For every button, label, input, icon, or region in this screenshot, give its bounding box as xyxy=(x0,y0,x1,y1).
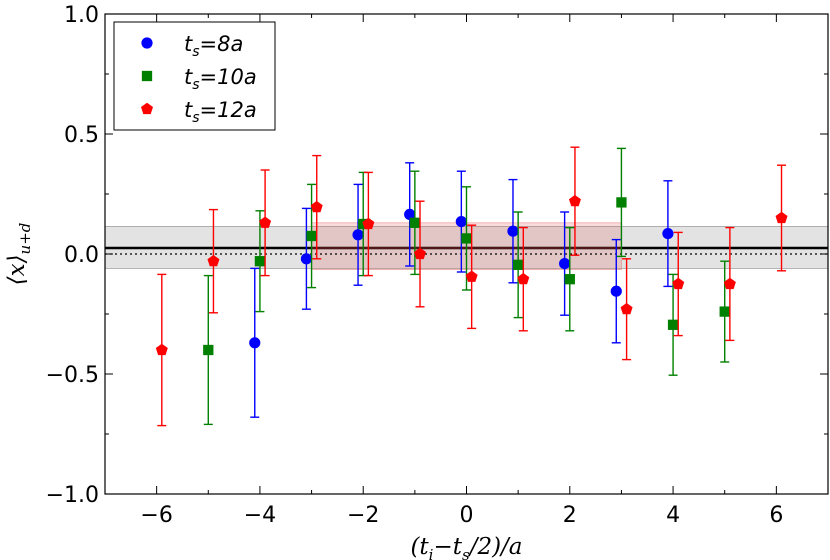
legend-label: ts=12a xyxy=(184,98,257,126)
data-point xyxy=(564,274,575,285)
y-tick-label: 1.0 xyxy=(64,3,99,28)
axis-labels: (ti−ts/2)/a ⟨x⟩u+d xyxy=(4,223,523,560)
x-tick-label: 4 xyxy=(666,503,680,528)
x-tick-label: −6 xyxy=(140,503,172,528)
y-tick-label: −1.0 xyxy=(46,483,99,508)
data-point xyxy=(310,200,323,213)
data-point xyxy=(667,319,679,330)
data-point xyxy=(672,277,685,290)
data-point xyxy=(414,247,427,260)
data-point xyxy=(259,216,272,228)
axis-ticks: −6 −4 −2 0 2 4 6 −1.0 −0.5 0.0 0.5 1.0 xyxy=(46,3,829,528)
legend-marker xyxy=(141,102,153,115)
x-tick-label: 6 xyxy=(769,503,783,528)
data-point xyxy=(455,216,467,228)
data-point xyxy=(362,217,375,230)
data-point xyxy=(512,259,524,270)
data-point xyxy=(254,256,266,267)
data-point xyxy=(409,217,421,228)
data-point xyxy=(155,343,168,356)
data-point xyxy=(249,337,261,349)
data-series xyxy=(155,146,788,427)
y-tick-label: 0.5 xyxy=(64,123,99,148)
data-point xyxy=(616,197,627,208)
legend-item: ts=12a xyxy=(141,98,257,126)
x-tick-label: −4 xyxy=(244,503,276,528)
data-point xyxy=(207,254,220,267)
data-point xyxy=(719,306,730,317)
data-point xyxy=(662,228,674,240)
y-axis-label: ⟨x⟩u+d xyxy=(4,223,34,286)
data-point xyxy=(507,225,519,237)
data-point xyxy=(352,229,364,241)
data-point xyxy=(300,253,313,265)
x-tick-label: 2 xyxy=(563,503,577,528)
legend: ts=8a ts=10a ts=12a xyxy=(113,21,276,131)
legend-label: ts=10a xyxy=(184,65,257,93)
legend-item: ts=10a xyxy=(141,65,257,93)
data-point xyxy=(610,285,622,297)
y-tick-label: −0.5 xyxy=(46,363,99,388)
y-tick-label: 0.0 xyxy=(64,243,99,268)
x-tick-label: −2 xyxy=(347,503,379,528)
x-tick-label: 0 xyxy=(460,503,474,528)
series-ts-12a xyxy=(155,146,788,427)
data-point xyxy=(465,270,478,282)
data-point xyxy=(568,194,581,207)
data-point xyxy=(559,257,571,270)
series-ts-10a xyxy=(203,147,730,426)
data-point xyxy=(306,230,317,242)
legend-item: ts=8a xyxy=(141,32,243,60)
data-point xyxy=(517,272,530,285)
data-point xyxy=(775,211,788,224)
legend-marker xyxy=(141,37,153,49)
legend-marker xyxy=(141,70,153,82)
data-point xyxy=(620,302,633,315)
x-axis-label: (ti−ts/2)/a xyxy=(410,534,522,560)
legend-box xyxy=(113,21,276,131)
legend-label: ts=8a xyxy=(184,32,243,60)
data-point xyxy=(461,233,472,244)
data-point xyxy=(723,277,736,290)
data-point xyxy=(203,344,214,356)
series-ts-8a xyxy=(249,162,674,418)
